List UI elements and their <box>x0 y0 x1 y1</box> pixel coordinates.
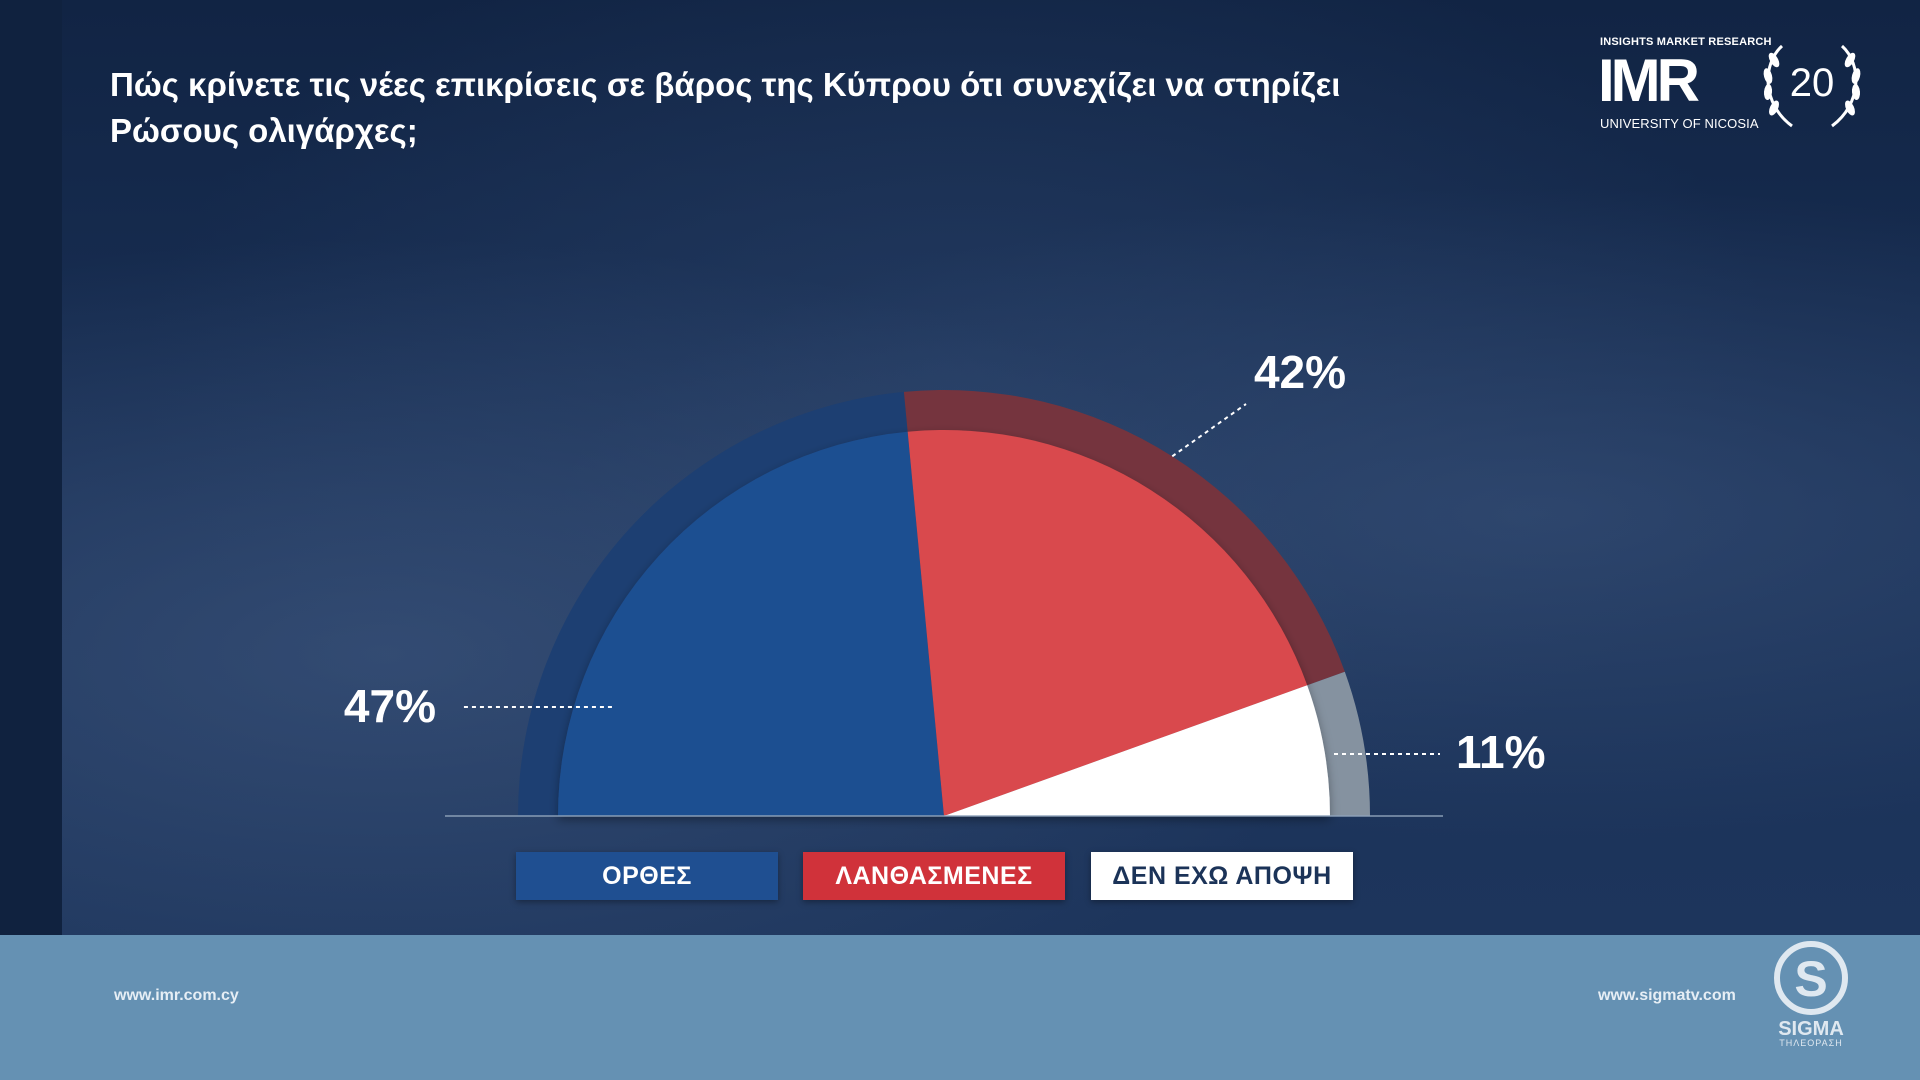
imr-logo-university: UNIVERSITY OF NICOSIA <box>1600 116 1759 131</box>
sigma-website-link[interactable]: www.sigmatv.com <box>1598 987 1736 1004</box>
legend-lanthasmenes-label: ΛΑΝΘΑΣΜΕΝΕΣ <box>835 861 1033 890</box>
data-label-den-echo-apopsi: 11% <box>1456 726 1546 778</box>
footer-bar <box>0 935 1920 1080</box>
inner-slices <box>558 430 1330 816</box>
sigma-s-icon: S <box>1774 941 1848 1015</box>
leader-lines <box>460 403 1440 755</box>
imr-website-link[interactable]: www.imr.com.cy <box>114 987 239 1004</box>
leader-line-lanthasmenes <box>1171 403 1247 458</box>
chart-title: Πώς κρίνετε τις νέες επικρίσεις σε βάρος… <box>110 66 1341 149</box>
legend-lanthasmenes: ΛΑΝΘΑΣΜΕΝΕΣ <box>803 852 1065 900</box>
slice-ortheos <box>558 431 944 816</box>
svg-text:S: S <box>1794 951 1827 1007</box>
slice-lanthasmenes <box>907 430 1308 816</box>
left-shade <box>0 0 62 935</box>
imr-logo: INSIGHTS MARKET RESEARCH IMR UNIVERSITY … <box>1598 36 1870 136</box>
legend-den-echo-apopsi: ΔΕΝ ΕΧΩ ΑΠΟΨΗ <box>1091 852 1353 900</box>
slice-den-echo-apopsi <box>944 685 1330 816</box>
sigma-logo-subtext: ΤΗΛΕΟΡΑΣΗ <box>1779 1038 1843 1048</box>
imr-logo-mark: IMR <box>1598 47 1700 114</box>
sigma-logo-text: SIGMA <box>1778 1018 1844 1040</box>
data-label-lanthasmenes: 42% <box>1254 346 1346 398</box>
anniversary-number: 20 <box>1790 61 1835 105</box>
sigma-logo: S SIGMA ΤΗΛΕΟΡΑΣΗ <box>1766 940 1856 1050</box>
semicircle-chart: 47% 42% 11% <box>344 346 1546 817</box>
imr-logo-tagline: INSIGHTS MARKET RESEARCH <box>1600 36 1772 48</box>
laurel-icon: 20 <box>1763 44 1861 128</box>
legend-ortheos: ΟΡΘΕΣ <box>516 852 778 900</box>
legend-den-echo-apopsi-label: ΔΕΝ ΕΧΩ ΑΠΟΨΗ <box>1112 861 1332 890</box>
data-label-ortheos: 47% <box>344 680 436 732</box>
legend-ortheos-label: ΟΡΘΕΣ <box>602 861 692 890</box>
